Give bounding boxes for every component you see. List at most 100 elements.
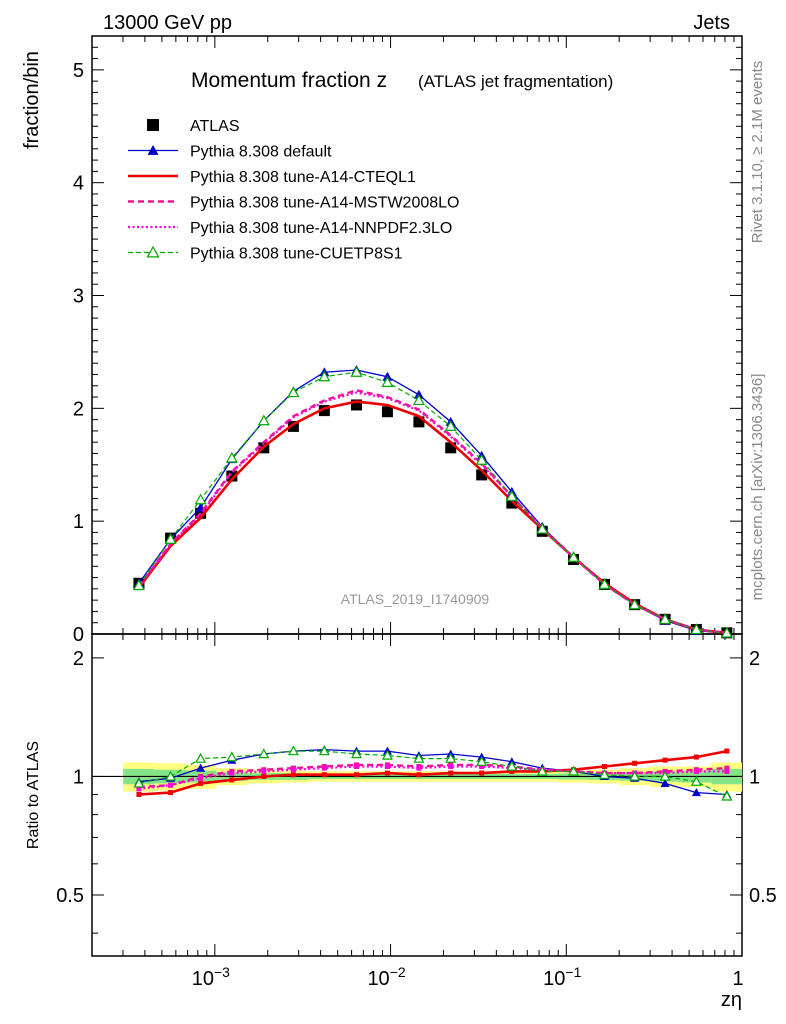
ratio-point-cteql1: [261, 773, 267, 779]
ratio-point-cuetp8s1: [226, 751, 238, 762]
legend-entry-nnpdf: Pythia 8.308 tune-A14-NNPDF2.3LO: [128, 220, 452, 237]
point-atlas: [318, 405, 330, 417]
point-atlas: [226, 470, 238, 482]
ratio-point-cuetp8s1: [133, 777, 145, 788]
ratio-point-cuetp8s1: [629, 770, 641, 781]
point-cuetp8s1: [381, 376, 394, 387]
ratio-point-cuetp8s1: [568, 765, 580, 776]
ratio-y-axis-label: Ratio to ATLAS: [25, 741, 42, 849]
legend-entry-atlas: ATLAS: [147, 118, 240, 135]
legend-marker-atlas: [147, 119, 159, 131]
x-axis-label: zη: [721, 989, 742, 1011]
main-y-tick-label: 1: [73, 511, 84, 533]
legend-entry-cuetp8s1: Pythia 8.308 tune-CUETP8S1: [128, 246, 403, 263]
point-cuetp8s1: [628, 598, 641, 610]
ratio-y-tick-label-right: 0.5: [749, 885, 777, 907]
point-cuetp8s1: [257, 414, 270, 426]
ratio-point-cteql1: [290, 772, 296, 778]
ratio-point-cuetp8s1: [506, 760, 518, 771]
ratio-line-cteql1: [138, 749, 728, 796]
ratio-line-default: [138, 748, 727, 796]
legend-entry-default: Pythia 8.308 default: [128, 144, 332, 161]
ratio-point-mstw: [724, 765, 730, 771]
ratio-point-cteql1: [384, 770, 390, 776]
x-tick-label: 10−2: [367, 964, 405, 990]
legend-label-mstw: Pythia 8.308 tune-A14-MSTW2008LO: [190, 195, 459, 212]
point-atlas: [381, 406, 393, 418]
point-cuetp8s1: [412, 394, 425, 406]
ratio-point-nnpdf: [261, 768, 267, 774]
ratio-point-cuetp8s1: [598, 769, 611, 779]
x-tick-label: 1: [732, 968, 743, 990]
ratio-series-cuetp8s1: [133, 745, 733, 801]
point-cuetp8s1: [536, 522, 549, 534]
point-atlas: [506, 497, 518, 509]
ratio-point-cuetp8s1: [413, 752, 425, 763]
ratio-point-nnpdf: [321, 765, 327, 771]
ratio-point-cuetp8s1: [690, 775, 702, 786]
ratio-point-cteql1: [509, 768, 515, 774]
ratio-y-tick-label-left: 0.5: [56, 885, 84, 907]
point-cuetp8s1: [225, 451, 238, 463]
legend: ATLAS Pythia 8.308 default Pythia 8.308 tu…: [128, 118, 459, 263]
legend-entry-cteql1: Pythia 8.308 tune-A14-CTEQL1: [128, 169, 416, 186]
point-atlas: [476, 469, 488, 481]
ratio-point-cteql1: [479, 770, 485, 776]
x-tick-label: 10−1: [543, 964, 581, 990]
ratio-point-cuetp8s1: [536, 765, 548, 776]
point-cuetp8s1: [475, 454, 488, 465]
ratio-point-cuetp8s1: [445, 752, 457, 763]
legend-label-default: Pythia 8.308 default: [190, 144, 332, 161]
main-y-axis-label: fraction/bin: [21, 51, 43, 149]
header-energy: 13000 GeV pp: [103, 12, 232, 34]
ratio-point-cteql1: [601, 763, 607, 769]
chart-title-main: Momentum fraction z: [191, 69, 387, 92]
point-cuetp8s1: [287, 386, 300, 398]
ratio-point-nnpdf: [290, 767, 296, 773]
ratio-y-tick-label-right: 2: [749, 648, 760, 670]
main-series-layer: [132, 364, 733, 639]
ratio-axis-ticks: [91, 634, 743, 956]
ratio-point-default: [691, 788, 701, 797]
main-y-tick-labels: 0 1 2 3 4 5: [73, 60, 84, 646]
rivet-version-label: Rivet 3.1.10, ≥ 2.1M events: [749, 61, 766, 244]
point-cuetp8s1: [598, 578, 611, 589]
ratio-point-cteql1: [168, 790, 174, 796]
ratio-point-cteql1: [693, 754, 699, 760]
analysis-watermark: ATLAS_2019_I1740909: [341, 591, 490, 607]
ratio-point-cuetp8s1: [476, 755, 488, 766]
ratio-point-nnpdf: [448, 763, 454, 769]
point-atlas: [287, 420, 299, 432]
ratio-y-tick-label-left: 2: [73, 648, 84, 670]
ratio-point-cteql1: [353, 772, 359, 778]
ratio-line-mstw: [138, 763, 727, 789]
series-cuetp8s1: [132, 365, 733, 638]
ratio-point-cuetp8s1: [165, 770, 177, 781]
ratio-point-nnpdf: [416, 765, 422, 771]
ratio-point-nnpdf: [136, 786, 142, 792]
ratio-line-nnpdf: [138, 765, 727, 790]
point-cuetp8s1: [194, 493, 207, 505]
legend-label-cuetp8s1: Pythia 8.308 tune-CUETP8S1: [190, 246, 403, 263]
point-cuetp8s1: [720, 626, 733, 638]
ratio-y-tick-label-right: 1: [749, 766, 760, 788]
ratio-point-nnpdf: [168, 782, 174, 788]
point-atlas: [350, 399, 362, 411]
point-atlas: [413, 416, 425, 428]
ratio-point-cuetp8s1: [381, 749, 393, 760]
point-cuetp8s1: [567, 551, 580, 562]
ratio-point-cteql1: [662, 757, 668, 763]
ratio-point-nnpdf: [353, 763, 359, 769]
ratio-point-nnpdf: [229, 770, 235, 776]
ratio-point-nnpdf: [724, 768, 730, 774]
ratio-point-nnpdf: [198, 775, 204, 781]
ratio-point-nnpdf: [384, 763, 390, 769]
legend-marker-default: [147, 145, 159, 155]
ratio-point-cteql1: [229, 777, 235, 783]
legend-entry-mstw: Pythia 8.308 tune-A14-MSTW2008LO: [128, 195, 459, 212]
ratio-point-cteql1: [724, 748, 730, 754]
ratio-point-cteql1: [416, 772, 422, 778]
main-y-tick-label: 4: [73, 173, 84, 195]
ratio-y-tick-label-left: 1: [73, 766, 84, 788]
